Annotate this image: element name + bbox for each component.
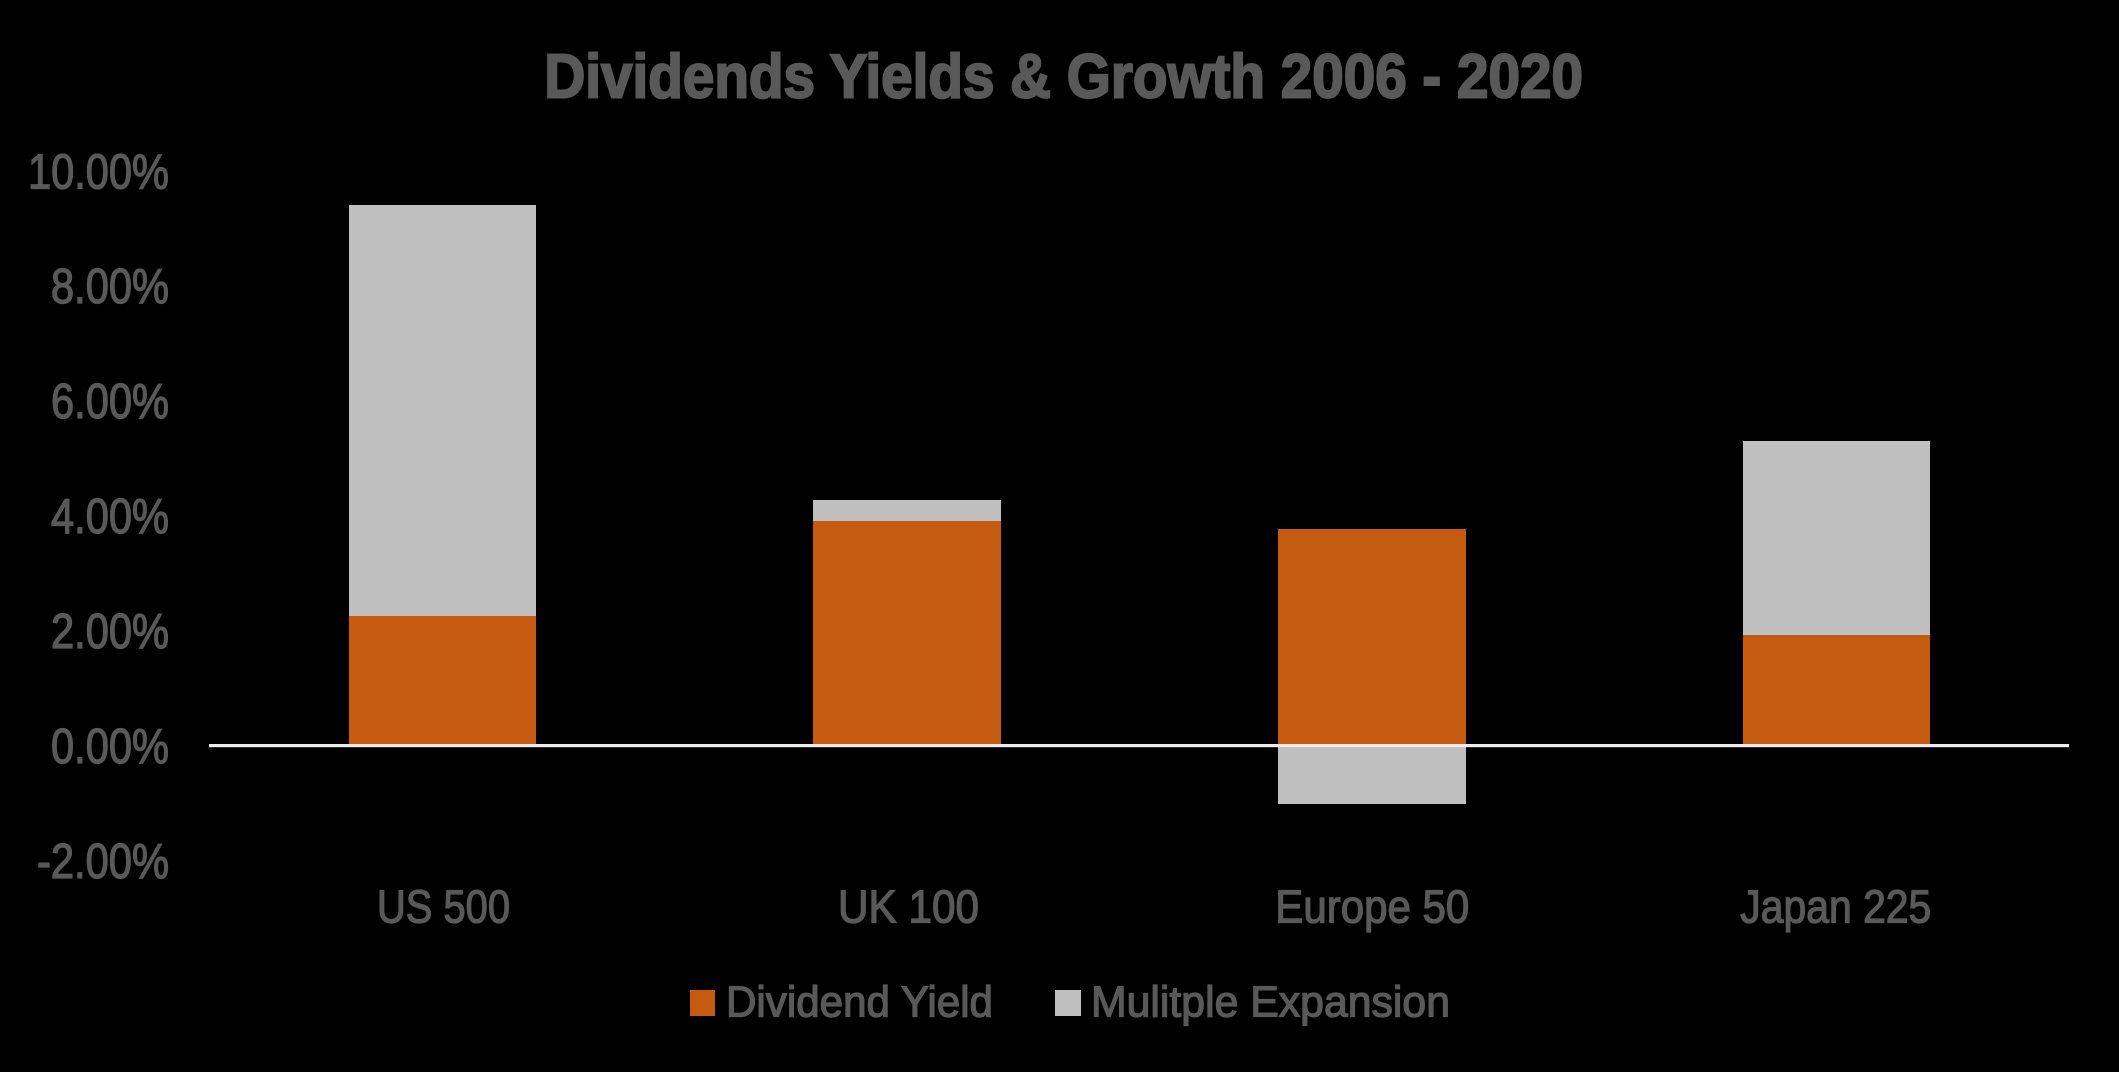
svg-text:Japan 225: Japan 225	[1740, 881, 1931, 933]
svg-text:Dividends Yields & Growth 2006: Dividends Yields & Growth 2006 - 2020	[544, 43, 1583, 112]
svg-text:Dividend Yield: Dividend Yield	[726, 979, 993, 1027]
svg-text:-2.00%: -2.00%	[37, 835, 169, 889]
svg-text:8.00%: 8.00%	[51, 260, 169, 314]
svg-text:US 500: US 500	[377, 881, 510, 933]
svg-text:Europe 50: Europe 50	[1275, 881, 1469, 933]
svg-text:4.00%: 4.00%	[51, 490, 169, 544]
svg-text:UK 100: UK 100	[838, 881, 979, 933]
svg-text:10.00%: 10.00%	[28, 145, 169, 199]
svg-text:2.00%: 2.00%	[51, 605, 169, 659]
svg-text:6.00%: 6.00%	[51, 375, 169, 429]
svg-text:0.00%: 0.00%	[51, 720, 169, 774]
svg-text:Mulitple Expansion: Mulitple Expansion	[1091, 979, 1450, 1027]
